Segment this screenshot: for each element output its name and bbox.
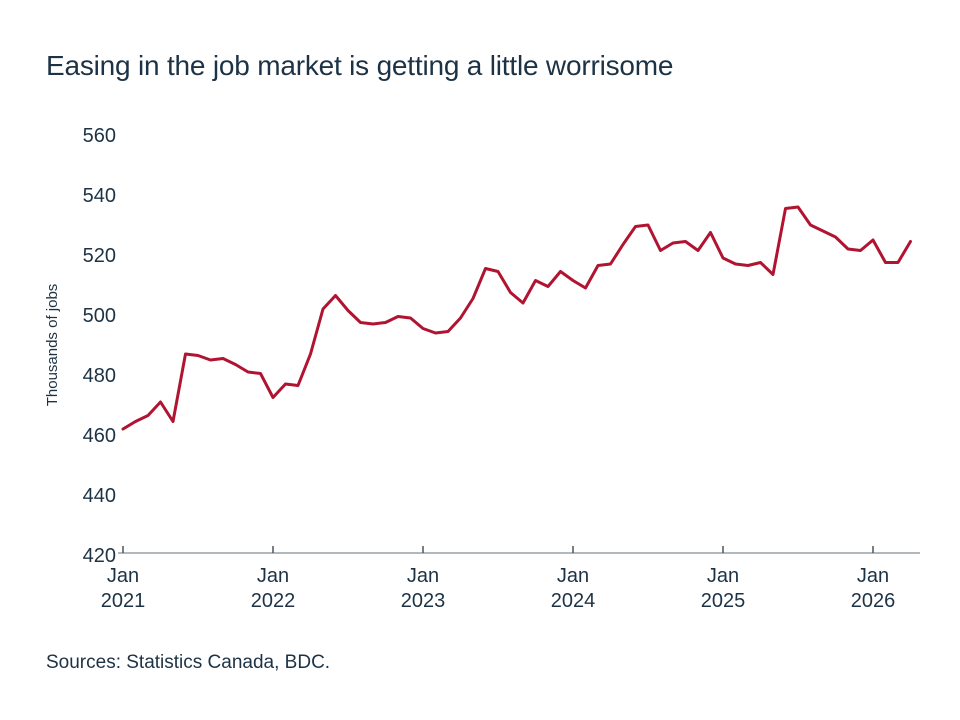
x-tick-label-month: Jan	[407, 565, 439, 587]
x-tick-label-year: 2022	[251, 590, 296, 612]
y-tick-label: 540	[83, 185, 116, 207]
x-tick-label-year: 2024	[551, 590, 596, 612]
y-tick-label: 560	[83, 125, 116, 147]
y-tick-label: 420	[83, 545, 116, 567]
x-tick-label-month: Jan	[557, 565, 589, 587]
x-tick-label-year: 2021	[101, 590, 146, 612]
y-tick-label: 520	[83, 245, 116, 267]
x-tick-label-year: 2026	[851, 590, 896, 612]
x-tick-label-month: Jan	[857, 565, 889, 587]
x-tick-label-month: Jan	[707, 565, 739, 587]
y-axis-title: Thousands of jobs	[44, 284, 61, 407]
y-tick-label: 480	[83, 365, 116, 387]
y-tick-label: 440	[83, 485, 116, 507]
y-tick-label: 500	[83, 305, 116, 327]
x-tick-label-month: Jan	[107, 565, 139, 587]
jobs-series-line	[121, 205, 912, 431]
y-tick-label: 460	[83, 425, 116, 447]
chart-title: Easing in the job market is getting a li…	[46, 50, 674, 81]
x-tick-label-month: Jan	[257, 565, 289, 587]
x-tick-label-year: 2025	[701, 590, 746, 612]
source-note: Sources: Statistics Canada, BDC.	[46, 652, 331, 673]
x-tick-label-year: 2023	[401, 590, 446, 612]
